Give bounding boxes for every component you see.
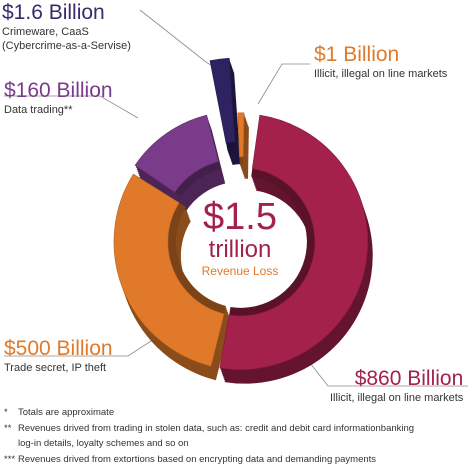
data-trading-amount: $160 Billion [4,79,113,102]
trade-secret-desc: Trade secret, IP theft [4,362,107,374]
footnote-1-mark: * [4,407,8,418]
slice-4 [209,57,236,144]
label-trade-secret: $500 Billion Trade secret, IP theft [4,337,113,375]
leader-illicit-small [257,63,310,105]
leader-crimeware [139,9,223,73]
label-crimeware: $1.6 Billion Crimeware, CaaS (Cybercrime… [2,1,131,53]
slice-top-layer [113,57,369,370]
footnote-2-mark: ** [4,422,12,434]
footnotes: * Totals are approximate ** Revenues drive… [4,405,414,467]
crimeware-amount: $1.6 Billion [2,1,105,24]
center-total-amount: $1.5 [203,196,277,238]
leader-data-trading [4,95,139,119]
label-data-trading: $160 Billion Data trading** [4,79,113,117]
slice-inner-wall-4 [226,142,236,151]
slice-2 [113,173,225,367]
illicit-small-desc: Illicit, illegal on line markets [314,68,448,80]
slice-3 [134,114,219,193]
footnote-1: * Totals are approximate [4,405,414,421]
crimeware-desc-line1: Crimeware, CaaS [2,26,89,38]
illicit-big-desc: Illicit, illegal on line markets [330,392,464,404]
slice-inner-wall-3 [174,161,221,197]
illicit-big-amount: $860 Billion [354,367,464,390]
slice-inner-wall-5 [239,156,244,165]
label-illicit-big: $860 Billion Illicit, illegal on line ma… [330,367,463,405]
crimeware-desc-line2: (Cybercrime-as-a-Servise) [2,40,131,52]
footnote-3-text: Revenues drived from extortions based on… [18,453,377,465]
footnote-2-continued: log-in details, loyalty schemes and so o… [18,438,189,450]
footnote-3: *** Revenues drived from extortions based… [4,452,414,468]
trade-secret-amount: $500 Billion [4,337,113,360]
data-trading-desc: Data trading** [4,104,73,116]
slice-5 [237,112,245,158]
footnote-2: ** Revenues drived from trading in stolen… [4,421,414,437]
footnote-3-mark: *** [4,453,16,465]
label-illicit-small: $1 Billion Illicit, illegal on line mark… [314,43,447,81]
footnote-2-text: Revenues drived from trading in stolen d… [18,422,415,434]
illicit-small-amount: $1 Billion [314,43,400,66]
center-total-unit: trillion [208,236,272,263]
center-subtitle: Revenue Loss [201,264,279,278]
footnote-1-text: Totals are approximate [18,407,115,418]
